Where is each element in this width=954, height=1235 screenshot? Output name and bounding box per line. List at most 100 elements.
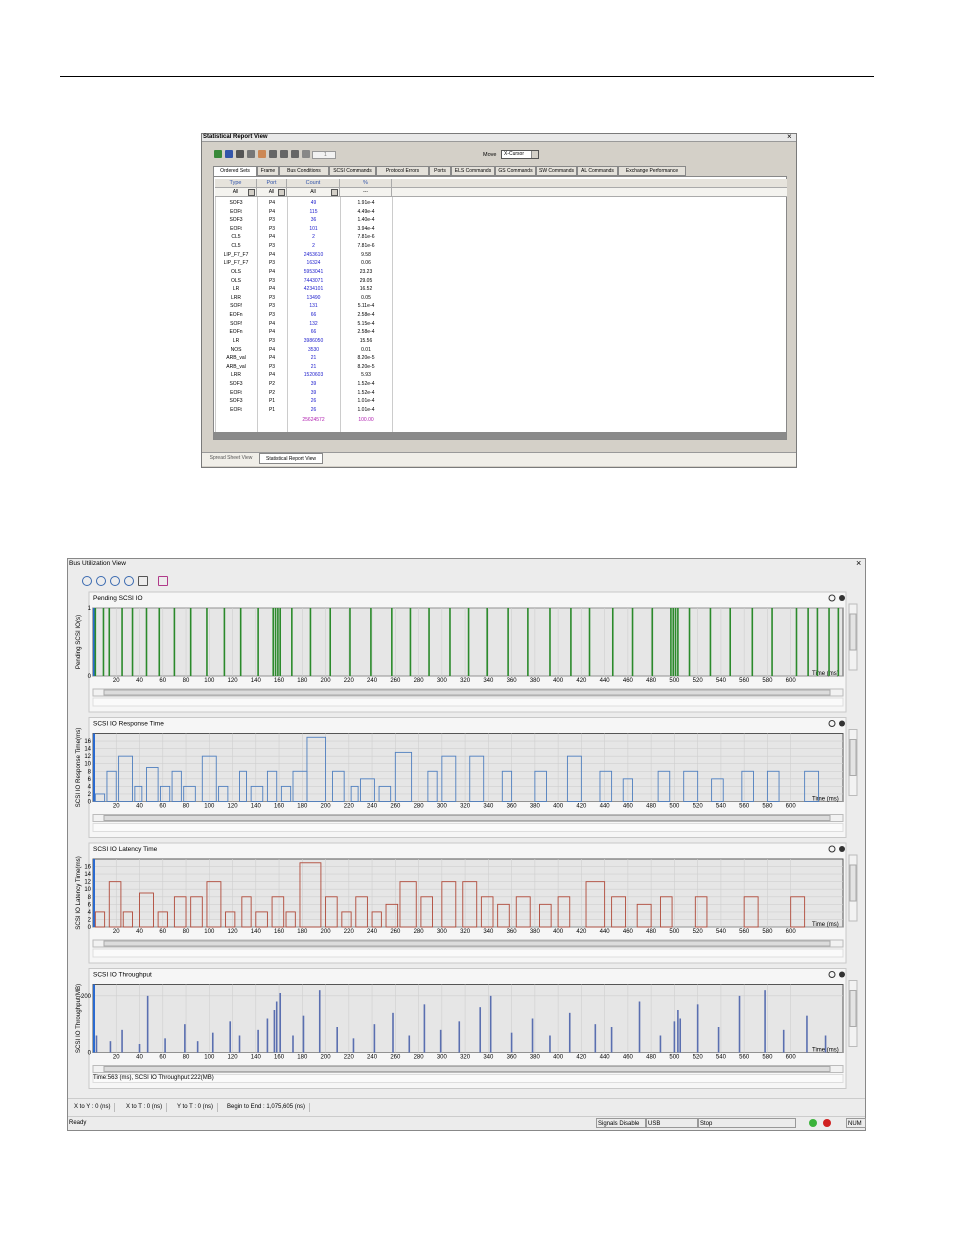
h-scroll-thumb[interactable]: [103, 940, 831, 947]
toolbar-icon[interactable]: [214, 150, 222, 158]
filter-dropdown[interactable]: [248, 189, 255, 196]
toolbar-icon[interactable]: [225, 150, 233, 158]
toolbar-icon[interactable]: [302, 150, 310, 158]
x-tick-label: 400: [553, 929, 564, 935]
tab[interactable]: Bus Conditions: [279, 166, 329, 176]
collapse-button[interactable]: [828, 845, 836, 853]
tab[interactable]: Frame: [257, 166, 279, 176]
spike: [549, 1035, 551, 1053]
zoom-icon[interactable]: [158, 576, 168, 586]
toolbar-icon[interactable]: [280, 150, 288, 158]
bottom-tab[interactable]: Statistical Report View: [259, 453, 323, 464]
x-tick-label: 560: [739, 804, 750, 810]
column-header[interactable]: Port: [257, 179, 287, 188]
zoom-icon[interactable]: [138, 576, 148, 586]
spike: [336, 1027, 338, 1053]
duration-box: [106, 770, 117, 802]
spike: [795, 608, 798, 676]
close-button[interactable]: ×: [787, 132, 792, 141]
collapse-button[interactable]: [828, 971, 836, 978]
x-tick-label: 420: [576, 678, 587, 684]
spike: [164, 1038, 166, 1053]
table-cell: 2453610: [303, 251, 324, 258]
duration-box: [280, 785, 292, 802]
tab[interactable]: SCSI Commands: [329, 166, 376, 176]
table-cell: LIP_F7_F7: [223, 251, 249, 258]
spin-box[interactable]: 1: [312, 151, 336, 159]
v-scroll-thumb[interactable]: [849, 990, 857, 1027]
status-num: NUM: [846, 1118, 866, 1128]
plot-area: [92, 733, 844, 802]
tab[interactable]: Ports: [429, 166, 451, 176]
close-button[interactable]: ×: [856, 558, 862, 568]
spike: [273, 1010, 276, 1053]
spike: [302, 1015, 305, 1053]
column-filter[interactable]: All: [287, 188, 340, 197]
bottom-tab[interactable]: Spread Sheet View: [209, 455, 253, 461]
spike: [277, 608, 279, 676]
toolbar-icon[interactable]: [291, 150, 299, 158]
table-cell: 115: [309, 208, 318, 215]
zoom-icon[interactable]: [96, 576, 106, 586]
tab[interactable]: SW Commands: [536, 166, 577, 176]
duration-box: [139, 892, 154, 928]
collapse-button[interactable]: [828, 594, 836, 602]
duration-box: [190, 896, 203, 928]
toolbar-icon[interactable]: [236, 150, 244, 158]
duration-box: [332, 770, 345, 802]
v-scroll-thumb[interactable]: [849, 864, 857, 902]
x-tick-label: 360: [507, 804, 518, 810]
v-scroll-thumb[interactable]: [849, 739, 857, 776]
spike: [816, 608, 819, 676]
tab[interactable]: AL Commands: [577, 166, 618, 176]
x-tick-label: 320: [460, 929, 471, 935]
spike: [392, 1012, 394, 1053]
toolbar-icon[interactable]: [258, 150, 266, 158]
column-header[interactable]: %: [340, 179, 392, 188]
h-scroll-thumb[interactable]: [103, 689, 831, 696]
duration-box: [325, 896, 338, 928]
x-tick-label: 280: [414, 929, 425, 935]
table-cell: 3986050: [303, 337, 324, 344]
zoom-icon[interactable]: [124, 576, 134, 586]
tab[interactable]: Exchange Performance: [618, 166, 686, 176]
filter-dropdown[interactable]: [331, 189, 338, 196]
tab[interactable]: GS Commands: [495, 166, 536, 176]
h-scroll-thumb[interactable]: [103, 815, 831, 821]
table-cell: 5953041: [303, 268, 324, 275]
options-button[interactable]: [839, 846, 845, 852]
table-cell: 15.56: [359, 337, 373, 344]
duration-box: [122, 911, 133, 928]
column-filter[interactable]: ---: [340, 188, 392, 197]
h-scroll-thumb[interactable]: [103, 1066, 831, 1072]
move-select[interactable]: X-Cursor: [501, 150, 539, 159]
zoom-icon[interactable]: [110, 576, 120, 586]
header-row: [215, 179, 787, 188]
select-arrow[interactable]: [531, 151, 538, 158]
options-button[interactable]: [839, 720, 845, 727]
options-button[interactable]: [839, 595, 845, 601]
table-cell: 1.01e-4: [357, 406, 375, 413]
v-scroll-thumb[interactable]: [849, 613, 857, 651]
filter-dropdown[interactable]: [278, 189, 285, 196]
column-filter[interactable]: All: [257, 188, 287, 197]
column-header[interactable]: Count: [287, 179, 340, 188]
options-button[interactable]: [839, 971, 845, 978]
zoom-icon[interactable]: [82, 576, 92, 586]
status-ready: Ready: [69, 1120, 87, 1126]
tab[interactable]: ELS Commands: [451, 166, 495, 176]
spike: [764, 990, 766, 1053]
column-header[interactable]: Type: [215, 179, 257, 188]
x-tick-label: 440: [600, 929, 611, 935]
collapse-button[interactable]: [828, 720, 836, 727]
tab[interactable]: Ordered Sets: [213, 166, 257, 176]
x-tick-label: 80: [183, 678, 190, 684]
tab[interactable]: Protocol Errors: [376, 166, 429, 176]
x-tick-label: 400: [553, 678, 564, 684]
toolbar-icon[interactable]: [269, 150, 277, 158]
toolbar-icon[interactable]: [247, 150, 255, 158]
column-filter[interactable]: All: [215, 188, 257, 197]
spike: [673, 1021, 676, 1053]
y-tick-label: 4: [88, 784, 92, 790]
x-tick-label: 120: [228, 929, 239, 935]
